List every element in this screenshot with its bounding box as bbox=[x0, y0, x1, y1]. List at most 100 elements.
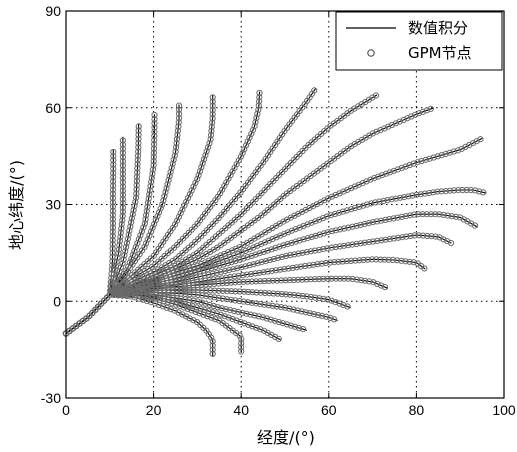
gpm-node bbox=[249, 323, 256, 330]
gpm-node bbox=[234, 251, 242, 258]
gpm-node bbox=[161, 295, 168, 302]
gpm-node bbox=[282, 277, 289, 284]
gpm-node bbox=[109, 195, 117, 202]
gpm-node bbox=[250, 244, 257, 251]
gpm-node bbox=[430, 154, 437, 161]
gpm-node bbox=[174, 127, 181, 134]
gpm-node bbox=[173, 265, 180, 272]
gpm-node bbox=[166, 173, 173, 180]
gpm-node bbox=[409, 192, 416, 199]
gpm-node bbox=[291, 292, 298, 299]
gpm-node bbox=[202, 152, 209, 159]
gpm-node bbox=[272, 267, 280, 274]
gpm-node bbox=[215, 280, 222, 287]
gpm-node bbox=[348, 206, 355, 213]
gpm-node bbox=[255, 102, 262, 109]
gpm-node bbox=[151, 137, 158, 144]
gpm-node bbox=[265, 302, 272, 309]
gpm-node bbox=[110, 153, 117, 160]
gpm-node bbox=[284, 229, 292, 236]
gpm-node bbox=[151, 128, 158, 135]
gpm-node bbox=[361, 239, 368, 246]
gpm-node bbox=[151, 116, 158, 123]
gpm-node-markers bbox=[62, 87, 487, 357]
gpm-node bbox=[471, 222, 478, 229]
gpm-node bbox=[123, 292, 130, 300]
gpm-node bbox=[398, 164, 405, 171]
gpm-node bbox=[284, 241, 291, 248]
gpm-node bbox=[300, 236, 307, 243]
gpm-node bbox=[135, 131, 142, 138]
gpm-node bbox=[111, 271, 118, 278]
gpm-node bbox=[151, 120, 158, 127]
gpm-node bbox=[427, 105, 434, 113]
gpm-node bbox=[114, 254, 121, 261]
gpm-node bbox=[165, 289, 172, 296]
gpm-node bbox=[177, 210, 184, 217]
gpm-node bbox=[238, 344, 245, 351]
gpm-node bbox=[258, 241, 265, 248]
gpm-node bbox=[169, 160, 176, 167]
gpm-node bbox=[143, 212, 150, 219]
gpm-node bbox=[292, 226, 299, 233]
gpm-node bbox=[256, 250, 263, 257]
gpm-node bbox=[220, 261, 227, 268]
gpm-node bbox=[226, 307, 234, 314]
gpm-node bbox=[135, 295, 143, 302]
gpm-node bbox=[323, 213, 331, 220]
gpm-node bbox=[328, 193, 335, 200]
gpm-node bbox=[247, 311, 254, 318]
gpm-node bbox=[129, 211, 136, 218]
gpm-node bbox=[192, 269, 199, 276]
gpm-node bbox=[289, 264, 296, 271]
gpm-node bbox=[144, 203, 151, 210]
gpm-node bbox=[290, 306, 297, 313]
gpm-node bbox=[161, 289, 168, 296]
gpm-node bbox=[328, 297, 335, 304]
gpm-node bbox=[356, 203, 363, 210]
gpm-node bbox=[190, 297, 197, 304]
gpm-node bbox=[353, 276, 360, 283]
gpm-node bbox=[319, 312, 326, 319]
gpm-node bbox=[172, 301, 180, 308]
gpm-node bbox=[331, 210, 339, 218]
gpm-node bbox=[119, 204, 127, 211]
gpm-node bbox=[264, 268, 271, 275]
gpm-node bbox=[186, 286, 193, 294]
gpm-node bbox=[245, 321, 252, 328]
gpm-node bbox=[161, 193, 168, 200]
gpm-node bbox=[118, 221, 125, 228]
gpm-node bbox=[377, 256, 384, 263]
gpm-node bbox=[414, 159, 421, 166]
gpm-node bbox=[219, 280, 226, 287]
gpm-node bbox=[277, 232, 284, 239]
gpm-node bbox=[277, 304, 285, 311]
gpm-node bbox=[357, 277, 365, 284]
gpm-node bbox=[320, 275, 327, 282]
gpm-node bbox=[295, 292, 302, 299]
gpm-node bbox=[214, 304, 221, 311]
legend-marker-swatch bbox=[367, 49, 375, 57]
gpm-node bbox=[207, 132, 215, 139]
gpm-node bbox=[119, 187, 127, 194]
gpm-node bbox=[256, 98, 263, 105]
gpm-node bbox=[181, 202, 188, 209]
gpm-node bbox=[151, 124, 158, 131]
gpm-node bbox=[209, 106, 216, 114]
gpm-node bbox=[147, 228, 155, 235]
gpm-node bbox=[396, 118, 403, 125]
gpm-node bbox=[400, 116, 407, 124]
gpm-node bbox=[361, 220, 368, 228]
gpm-node bbox=[110, 169, 117, 177]
gpm-node bbox=[442, 188, 449, 195]
gpm-node bbox=[239, 309, 246, 316]
gpm-node bbox=[299, 292, 306, 300]
gpm-node bbox=[455, 187, 462, 194]
gpm-node bbox=[168, 164, 175, 171]
gpm-node bbox=[110, 178, 117, 185]
gpm-node bbox=[111, 292, 118, 299]
gpm-node bbox=[215, 287, 222, 294]
gpm-node bbox=[406, 161, 413, 169]
gpm-node bbox=[398, 257, 405, 264]
